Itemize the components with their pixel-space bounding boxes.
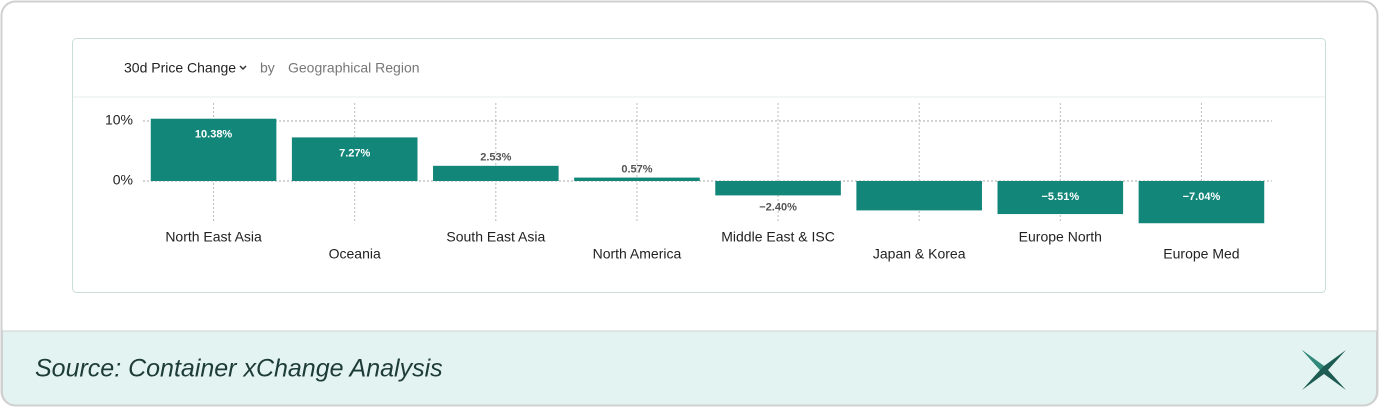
footer-band [2,330,1377,406]
value-label: 2.53% [480,152,511,164]
x-tick-label: South East Asia [446,229,545,245]
x-tick-label: Oceania [329,246,381,262]
source: Source: Container xChange Analysis [35,355,443,383]
dropdown-caret[interactable] [239,65,247,71]
x-tick-label: Japan & Korea [873,246,966,262]
bar [997,181,1124,215]
connector: by [260,60,275,76]
value-label: −5.51% [1042,191,1080,203]
logo [1302,350,1346,390]
bar [433,165,559,181]
bar [715,181,841,196]
metric-dropdown[interactable]: 30d Price Change [124,60,236,76]
x-tick-label: Middle East & ISC [721,229,835,245]
x-tick-label: North America [593,246,682,262]
group-by: Geographical Region [288,60,420,76]
bar [1138,181,1265,224]
value-label: 10.38% [195,129,233,141]
x-tick-label: North East Asia [165,229,262,245]
value-label: −7.04% [1183,191,1221,203]
y-tick-label: 10% [105,112,133,128]
value-label: 7.27% [339,147,370,159]
y-tick-label: 0% [113,172,133,188]
bar [150,118,277,181]
card [72,38,1326,293]
bar [291,137,418,181]
value-label: −2.40% [759,201,797,213]
x-tick-label: Europe Med [1163,246,1239,262]
value-label: 0.57% [621,163,652,175]
x-tick-label: Europe North [1019,229,1102,245]
bar [856,181,982,211]
bar [574,177,700,181]
